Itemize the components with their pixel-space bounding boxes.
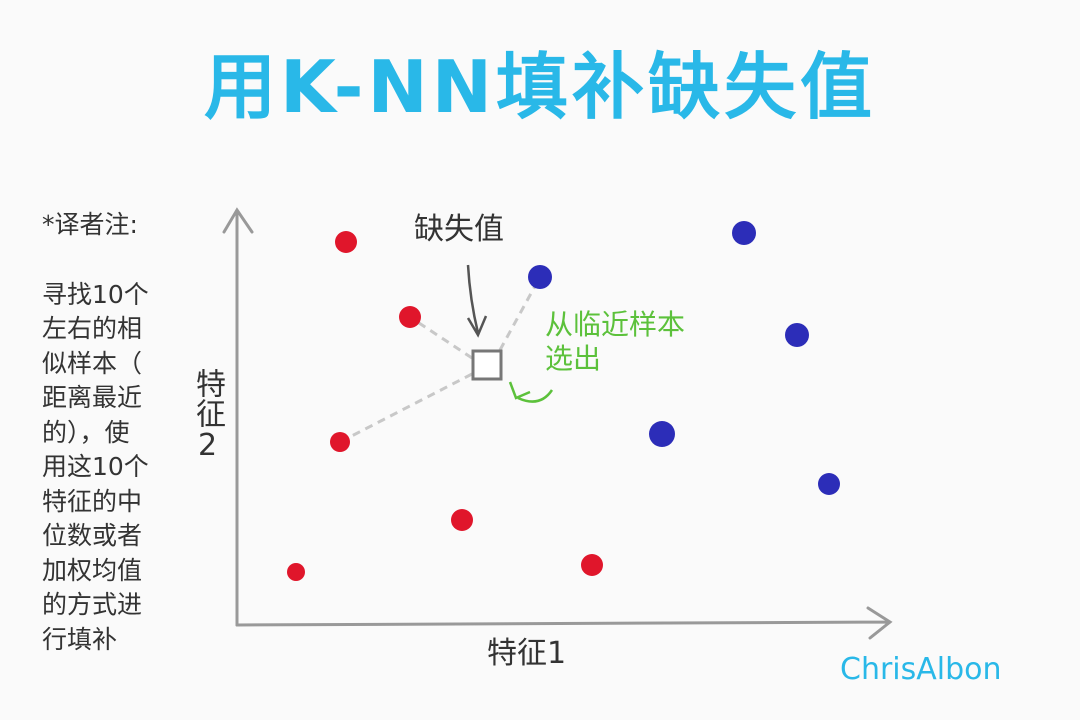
- missing-label: 缺失值: [414, 212, 504, 247]
- selected-label: 从临近样本 选出: [545, 308, 685, 376]
- note-heading: *译者注:: [42, 210, 138, 239]
- note-line: 行填补: [42, 624, 118, 654]
- link: [498, 276, 542, 351]
- note-line: 寻找10个: [42, 279, 149, 309]
- link: [409, 315, 473, 360]
- link: [339, 372, 473, 444]
- note-line: 位数或者: [42, 521, 143, 550]
- blue-points: [528, 221, 840, 495]
- point: [785, 323, 809, 347]
- point: [399, 306, 421, 328]
- neighbor-links: [339, 276, 542, 444]
- note-line: 的方式进: [42, 590, 143, 619]
- y-axis-label: 特征2: [190, 368, 225, 463]
- note-lines: 寻找10个左右的相似样本（ 距离最近的），使用这10个特征的中位数或者加权均值的方…: [42, 278, 149, 658]
- x-axis-label: 特征1: [487, 636, 567, 671]
- note-line: 用这10个: [42, 452, 149, 481]
- missing-arrow: [466, 264, 488, 338]
- point: [732, 221, 756, 245]
- note-line: 距离最近: [42, 383, 143, 412]
- red-points: [287, 231, 603, 581]
- point: [818, 473, 840, 495]
- title: 用K-NN填补缺失值: [204, 45, 876, 129]
- note-line: 加权均值: [42, 555, 143, 585]
- signature: ChrisAlbon: [840, 652, 1002, 687]
- point: [528, 265, 552, 289]
- selected-line: 选出: [545, 342, 602, 375]
- select-arrow: [508, 381, 554, 403]
- axes: [222, 207, 893, 640]
- missing-square: [471, 349, 503, 381]
- note: *译者注: 寻找10个左右的相似样本（ 距离最近的），使用这10个特征的中位数或者…: [42, 208, 149, 657]
- selected-line: 从临近样本: [545, 308, 686, 341]
- point: [335, 231, 357, 253]
- point: [287, 563, 305, 581]
- point: [581, 554, 603, 576]
- point: [649, 421, 675, 447]
- note-line: 左右的相: [42, 314, 143, 343]
- x-axis: [235, 606, 893, 640]
- point: [451, 509, 473, 531]
- note-line: 似样本（: [42, 348, 143, 378]
- point: [330, 432, 350, 452]
- note-line: 特征的中: [42, 486, 143, 516]
- y-axis: [222, 207, 254, 627]
- note-line: 的），使: [42, 417, 130, 447]
